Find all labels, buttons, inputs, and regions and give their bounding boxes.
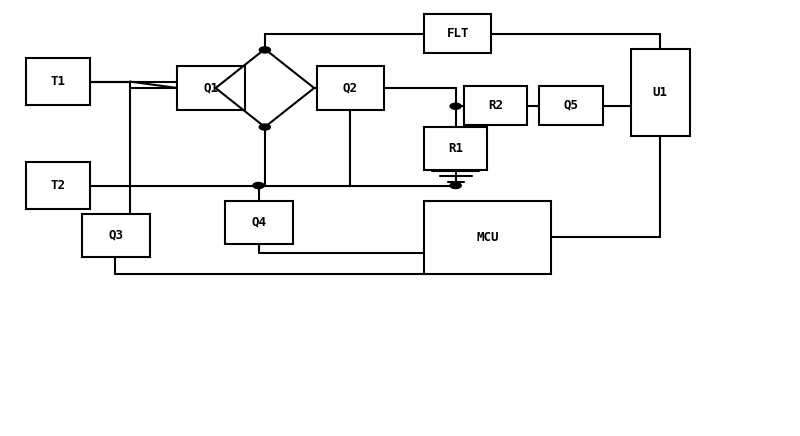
Text: FLT: FLT xyxy=(446,27,469,41)
Bar xyxy=(424,201,551,274)
Circle shape xyxy=(450,103,462,109)
Text: T1: T1 xyxy=(50,75,66,88)
Bar xyxy=(26,162,90,209)
Text: Q5: Q5 xyxy=(563,99,578,112)
Text: Q1: Q1 xyxy=(204,82,218,95)
Text: R2: R2 xyxy=(488,99,503,112)
Circle shape xyxy=(259,47,270,53)
Circle shape xyxy=(450,183,462,188)
Circle shape xyxy=(259,124,270,130)
Bar xyxy=(463,86,527,125)
Bar xyxy=(225,201,293,244)
Bar xyxy=(630,49,690,136)
Bar xyxy=(26,58,90,106)
Bar xyxy=(424,127,487,170)
Text: R1: R1 xyxy=(448,142,463,155)
Bar xyxy=(178,66,245,110)
Text: Q3: Q3 xyxy=(108,229,123,242)
Bar xyxy=(424,14,491,53)
Text: MCU: MCU xyxy=(476,231,498,244)
Bar xyxy=(317,66,384,110)
Bar xyxy=(82,214,150,257)
Text: U1: U1 xyxy=(653,86,668,99)
Text: T2: T2 xyxy=(50,179,66,192)
Circle shape xyxy=(253,183,264,188)
Bar xyxy=(539,86,602,125)
Text: Q4: Q4 xyxy=(251,216,266,229)
Text: Q2: Q2 xyxy=(343,82,358,95)
